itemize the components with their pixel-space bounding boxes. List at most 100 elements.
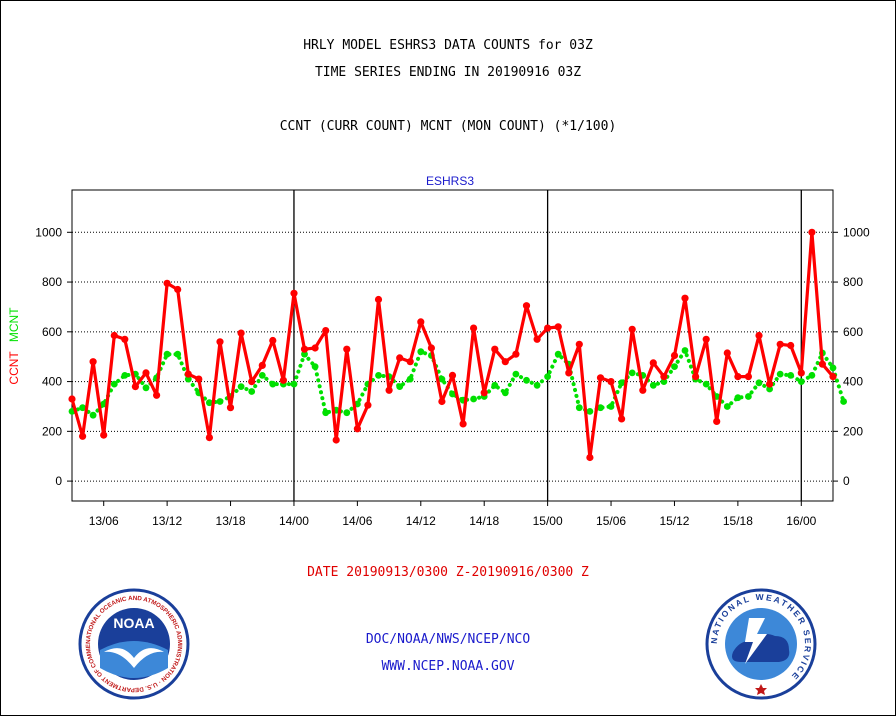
- data-point-ccnt: [131, 383, 139, 391]
- data-point-mcnt: [797, 378, 805, 385]
- data-point-ccnt: [818, 360, 827, 368]
- data-point-ccnt: [586, 453, 594, 462]
- data-point-ccnt: [544, 324, 552, 332]
- y-tick-label-left: 1000: [35, 225, 62, 239]
- plot-area-border: [71, 189, 834, 502]
- data-point-mcnt: [660, 378, 668, 385]
- data-point-mcnt: [491, 381, 499, 389]
- data-point-ccnt: [417, 318, 425, 326]
- data-point-ccnt: [501, 358, 509, 366]
- data-point-mcnt: [554, 350, 562, 358]
- data-point-ccnt: [681, 294, 689, 302]
- data-point-ccnt: [163, 279, 171, 287]
- data-point-mcnt: [449, 390, 456, 398]
- credit-url: WWW.NCEP.NOAA.GOV: [381, 659, 515, 674]
- data-point-ccnt: [322, 327, 330, 335]
- data-point-ccnt: [258, 361, 266, 369]
- data-point-mcnt: [649, 381, 657, 389]
- x-tick-label: 15/06: [596, 514, 626, 528]
- chart-title-line2: TIME SERIES ENDING IN 20190916 03Z: [314, 65, 582, 80]
- series-layer: [68, 228, 847, 462]
- data-point-ccnt: [343, 345, 351, 353]
- data-point-mcnt: [723, 403, 731, 410]
- data-point-ccnt: [216, 338, 224, 346]
- data-point-ccnt: [427, 344, 435, 352]
- data-point-mcnt: [523, 376, 530, 384]
- data-point-ccnt: [766, 380, 774, 388]
- data-point-mcnt: [301, 350, 308, 358]
- data-point-mcnt: [206, 399, 213, 407]
- data-point-ccnt: [79, 432, 87, 440]
- x-tick-label: 13/18: [216, 514, 246, 528]
- data-point-ccnt: [385, 386, 393, 394]
- x-tick-label: 13/06: [89, 514, 119, 528]
- data-point-ccnt: [237, 329, 245, 337]
- data-point-ccnt: [607, 378, 615, 386]
- data-point-mcnt: [702, 380, 710, 388]
- data-point-ccnt: [618, 415, 626, 423]
- data-point-mcnt: [808, 372, 816, 379]
- x-axis-ticks: 13/06 13/12 13/18 14/00 14/06 14/12 14/18 15/00…: [89, 501, 817, 528]
- y-axis-title-ccnt: CCNT: [7, 351, 21, 385]
- chart-subtitle: CCNT (CURR COUNT) MCNT (MON COUNT) (*1/1…: [279, 119, 617, 134]
- data-point-mcnt: [501, 389, 509, 397]
- data-point-ccnt: [596, 374, 605, 382]
- data-point-ccnt: [797, 369, 805, 377]
- data-point-mcnt: [237, 383, 245, 390]
- data-point-ccnt: [639, 386, 647, 394]
- data-point-mcnt: [755, 379, 763, 387]
- data-point-mcnt: [322, 409, 330, 417]
- y-tick-label-right: 600: [843, 325, 863, 339]
- data-point-ccnt: [459, 420, 467, 428]
- data-point-mcnt: [607, 403, 615, 410]
- data-point-mcnt: [829, 364, 837, 372]
- data-point-ccnt: [311, 344, 319, 352]
- data-point-ccnt: [353, 425, 361, 433]
- data-point-ccnt: [269, 336, 277, 345]
- data-point-ccnt: [702, 335, 710, 343]
- data-point-ccnt: [300, 345, 309, 353]
- data-point-ccnt: [184, 370, 192, 378]
- data-point-ccnt: [649, 359, 657, 367]
- data-point-mcnt: [470, 395, 477, 403]
- credit-org: DOC/NOAA/NWS/NCEP/NCO: [365, 632, 531, 647]
- data-point-mcnt: [79, 404, 86, 412]
- y-tick-label-right: 200: [843, 424, 863, 438]
- data-point-mcnt: [597, 404, 604, 412]
- data-point-ccnt: [110, 331, 118, 340]
- data-point-mcnt: [406, 375, 414, 383]
- data-point-ccnt: [89, 358, 97, 366]
- data-point-mcnt: [417, 348, 425, 356]
- nws-logo: NATIONAL WEATHER SERVICE: [705, 588, 817, 700]
- data-point-ccnt: [332, 436, 340, 444]
- data-point-mcnt: [375, 372, 382, 379]
- x-tick-label: 14/18: [469, 514, 499, 528]
- chart-title-line1: HRLY MODEL ESHRS3 DATA COUNTS for 03Z: [303, 38, 593, 53]
- data-point-mcnt: [681, 347, 689, 354]
- data-point-mcnt: [163, 350, 171, 358]
- data-point-mcnt: [745, 393, 752, 400]
- y-tick-label-left: 600: [42, 325, 62, 339]
- data-point-ccnt: [279, 376, 287, 384]
- data-point-ccnt: [480, 389, 488, 397]
- data-point-ccnt: [787, 341, 795, 350]
- x-tick-label: 15/12: [659, 514, 689, 528]
- data-point-mcnt: [343, 409, 351, 417]
- data-point-mcnt: [776, 370, 784, 378]
- data-point-mcnt: [110, 380, 118, 388]
- x-tick-label: 16/00: [786, 514, 816, 528]
- data-point-mcnt: [734, 394, 742, 402]
- data-point-ccnt: [734, 373, 742, 381]
- data-point-mcnt: [787, 372, 795, 379]
- data-point-ccnt: [723, 349, 731, 357]
- y-tick-label-right: 1000: [843, 225, 870, 239]
- y-axis-title: CCNT MCNT: [7, 307, 21, 385]
- noaa-logo-text: NOAA: [113, 615, 154, 631]
- data-point-ccnt: [565, 369, 573, 377]
- data-point-mcnt: [121, 372, 129, 379]
- x-tick-label: 14/06: [342, 514, 372, 528]
- data-point-mcnt: [142, 384, 150, 392]
- data-point-mcnt: [628, 369, 636, 377]
- y-axis-label: CCNT MCNT: [7, 307, 21, 385]
